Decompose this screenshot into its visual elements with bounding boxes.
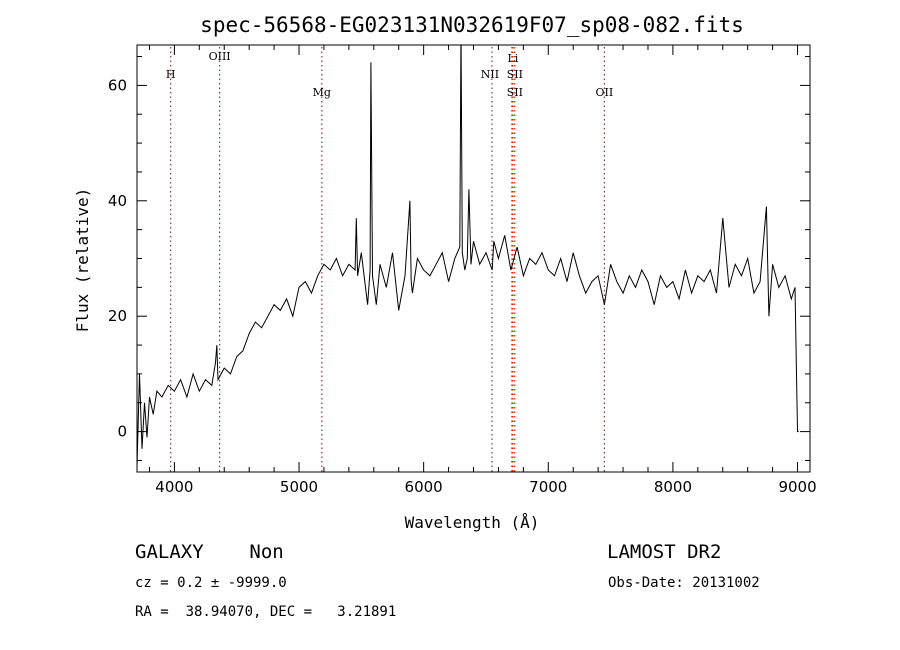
chart-title: spec-56568-EG023131N032619F07_sp08-082.f… xyxy=(200,13,744,37)
y-tick-label: 60 xyxy=(108,76,127,94)
line-label-oii-7: OII xyxy=(596,86,614,99)
x-tick-label: 8000 xyxy=(654,478,692,496)
line-label-oiii-1: OIII xyxy=(209,50,231,63)
axes: 4000 5000 6000 7000 8000 9000 0 20 40 60 xyxy=(108,45,817,496)
redshift-cz: cz = 0.2 ± -9999.0 xyxy=(135,575,287,591)
y-tick-label: 0 xyxy=(117,423,127,441)
line-label-sii-6: SII xyxy=(507,86,523,99)
x-tick-label: 5000 xyxy=(280,478,318,496)
series-layer xyxy=(137,45,799,467)
object-class: GALAXY Non xyxy=(135,541,284,563)
ra-dec-coordinates: RA = 38.94070, DEC = 3.21891 xyxy=(135,604,397,620)
y-tick-label: 20 xyxy=(108,307,127,325)
survey-name: LAMOST DR2 xyxy=(607,541,722,563)
x-tick-label: 4000 xyxy=(155,478,193,496)
line-label-nii-3: NII xyxy=(481,68,499,81)
line-label-h-0: H xyxy=(166,68,176,81)
y-axis-label: Flux (relative) xyxy=(73,188,92,333)
x-axis-label: Wavelength (Å) xyxy=(405,513,540,532)
observation-date: Obs-Date: 20131002 xyxy=(608,575,760,591)
spectrum-series-line-0 xyxy=(137,45,799,467)
x-tick-label: 7000 xyxy=(529,478,567,496)
line-label-mg-2: Mg xyxy=(313,86,331,99)
y-tick-label: 40 xyxy=(108,192,127,210)
plot-frame xyxy=(136,44,811,473)
line-label-li-4: Li xyxy=(507,52,518,65)
x-tick-label: 9000 xyxy=(778,478,816,496)
x-tick-label: 6000 xyxy=(405,478,443,496)
